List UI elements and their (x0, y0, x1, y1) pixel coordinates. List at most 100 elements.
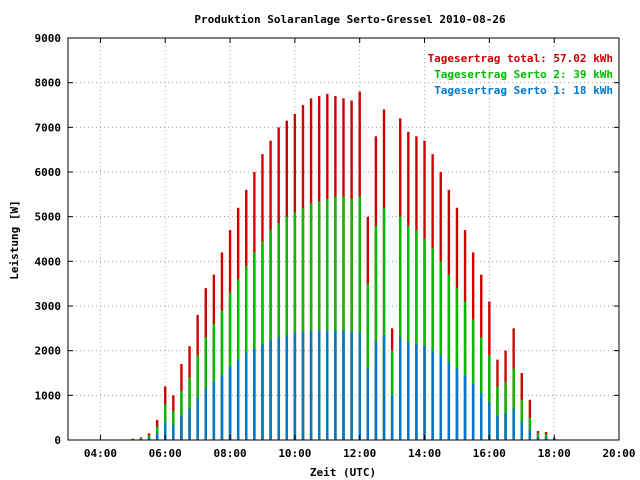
bar (536, 436, 540, 440)
series-2 (131, 196, 556, 440)
bar (528, 429, 532, 440)
bar (528, 417, 532, 440)
bar (463, 301, 467, 440)
bar (439, 261, 442, 440)
bar (155, 433, 159, 440)
bar (415, 343, 418, 440)
bar (164, 422, 167, 440)
x-tick-label: 12:00 (343, 447, 376, 460)
bar (374, 341, 378, 440)
bar (269, 339, 272, 440)
bar (488, 402, 491, 440)
bar (471, 319, 475, 440)
bar (245, 352, 248, 440)
bar (293, 212, 297, 440)
bar (415, 230, 418, 440)
bar (334, 196, 337, 440)
bar (147, 437, 151, 440)
bar (261, 241, 264, 440)
bar (496, 415, 499, 440)
bar (423, 239, 426, 440)
y-tick-label: 1000 (35, 389, 62, 402)
bar (366, 283, 370, 440)
bar (431, 247, 434, 440)
x-tick-label: 16:00 (473, 447, 506, 460)
bar (326, 330, 329, 440)
bar (399, 216, 402, 440)
bar (390, 395, 394, 440)
x-tick-label: 18:00 (538, 447, 571, 460)
bar (512, 408, 515, 440)
bar (447, 274, 451, 440)
x-tick-label: 14:00 (408, 447, 441, 460)
bar-series (131, 91, 556, 441)
y-tick-label: 6000 (35, 166, 62, 179)
bar (390, 350, 394, 440)
bar (301, 207, 305, 440)
bar (301, 331, 305, 440)
bar (253, 252, 256, 440)
bar (455, 288, 459, 440)
y-tick-label: 4000 (35, 255, 62, 268)
bar (512, 368, 515, 440)
bar (463, 375, 467, 440)
bar (488, 355, 491, 440)
bar (358, 196, 361, 440)
bar (536, 433, 540, 440)
bar (188, 408, 191, 440)
legend: Tagesertrag total: 57.02 kWh Tagesertrag … (428, 52, 613, 97)
bar (277, 223, 280, 440)
bar (172, 425, 175, 440)
bar (293, 332, 297, 440)
bar (350, 198, 353, 440)
x-tick-label: 08:00 (213, 447, 246, 460)
x-tick-label: 04:00 (84, 447, 117, 460)
bar (504, 381, 507, 440)
bar (496, 386, 499, 440)
bar (196, 355, 199, 440)
bar (374, 225, 378, 440)
bar (358, 332, 361, 440)
x-axis-ticks: 04:00 06:00 08:00 10:00 12:00 14:00 16:00 18:00… (84, 38, 636, 460)
bar (480, 337, 483, 440)
bar (326, 198, 329, 440)
bar (261, 343, 264, 440)
y-axis-title: Leistung [W] (8, 200, 21, 279)
bar (212, 381, 216, 440)
bar (317, 201, 321, 440)
bar (382, 207, 386, 440)
y-tick-label: 5000 (35, 211, 62, 224)
x-tick-label: 06:00 (149, 447, 182, 460)
bar (285, 335, 288, 440)
y-tick-label: 3000 (35, 300, 62, 313)
bar (317, 330, 321, 440)
y-tick-label: 8000 (35, 77, 62, 90)
y-tick-label: 9000 (35, 32, 62, 45)
bar (382, 335, 386, 440)
bar (277, 337, 280, 440)
bar (342, 196, 345, 440)
y-axis-ticks: 0 1000 2000 3000 4000 5000 6000 7000 8000 9000 (35, 32, 619, 447)
bar (236, 359, 240, 440)
bar (220, 375, 224, 440)
legend-entry: Tagesertrag total: 57.02 kWh (428, 52, 613, 65)
bar (520, 399, 523, 440)
bar (253, 348, 256, 440)
bar (544, 434, 548, 440)
series-3 (131, 330, 556, 440)
bar (228, 366, 232, 440)
bar (544, 437, 548, 440)
bar (350, 331, 353, 440)
bar (196, 397, 199, 440)
bar (423, 346, 426, 440)
bar (471, 384, 475, 440)
legend-entry: Tagesertrag Serto 2: 39 kWh (434, 68, 613, 81)
bar (180, 415, 183, 440)
x-axis-title: Zeit (UTC) (310, 466, 376, 479)
bar (447, 361, 451, 440)
bar (407, 225, 410, 440)
y-tick-label: 2000 (35, 345, 62, 358)
x-tick-label: 10:00 (278, 447, 311, 460)
x-tick-label: 20:00 (602, 447, 635, 460)
